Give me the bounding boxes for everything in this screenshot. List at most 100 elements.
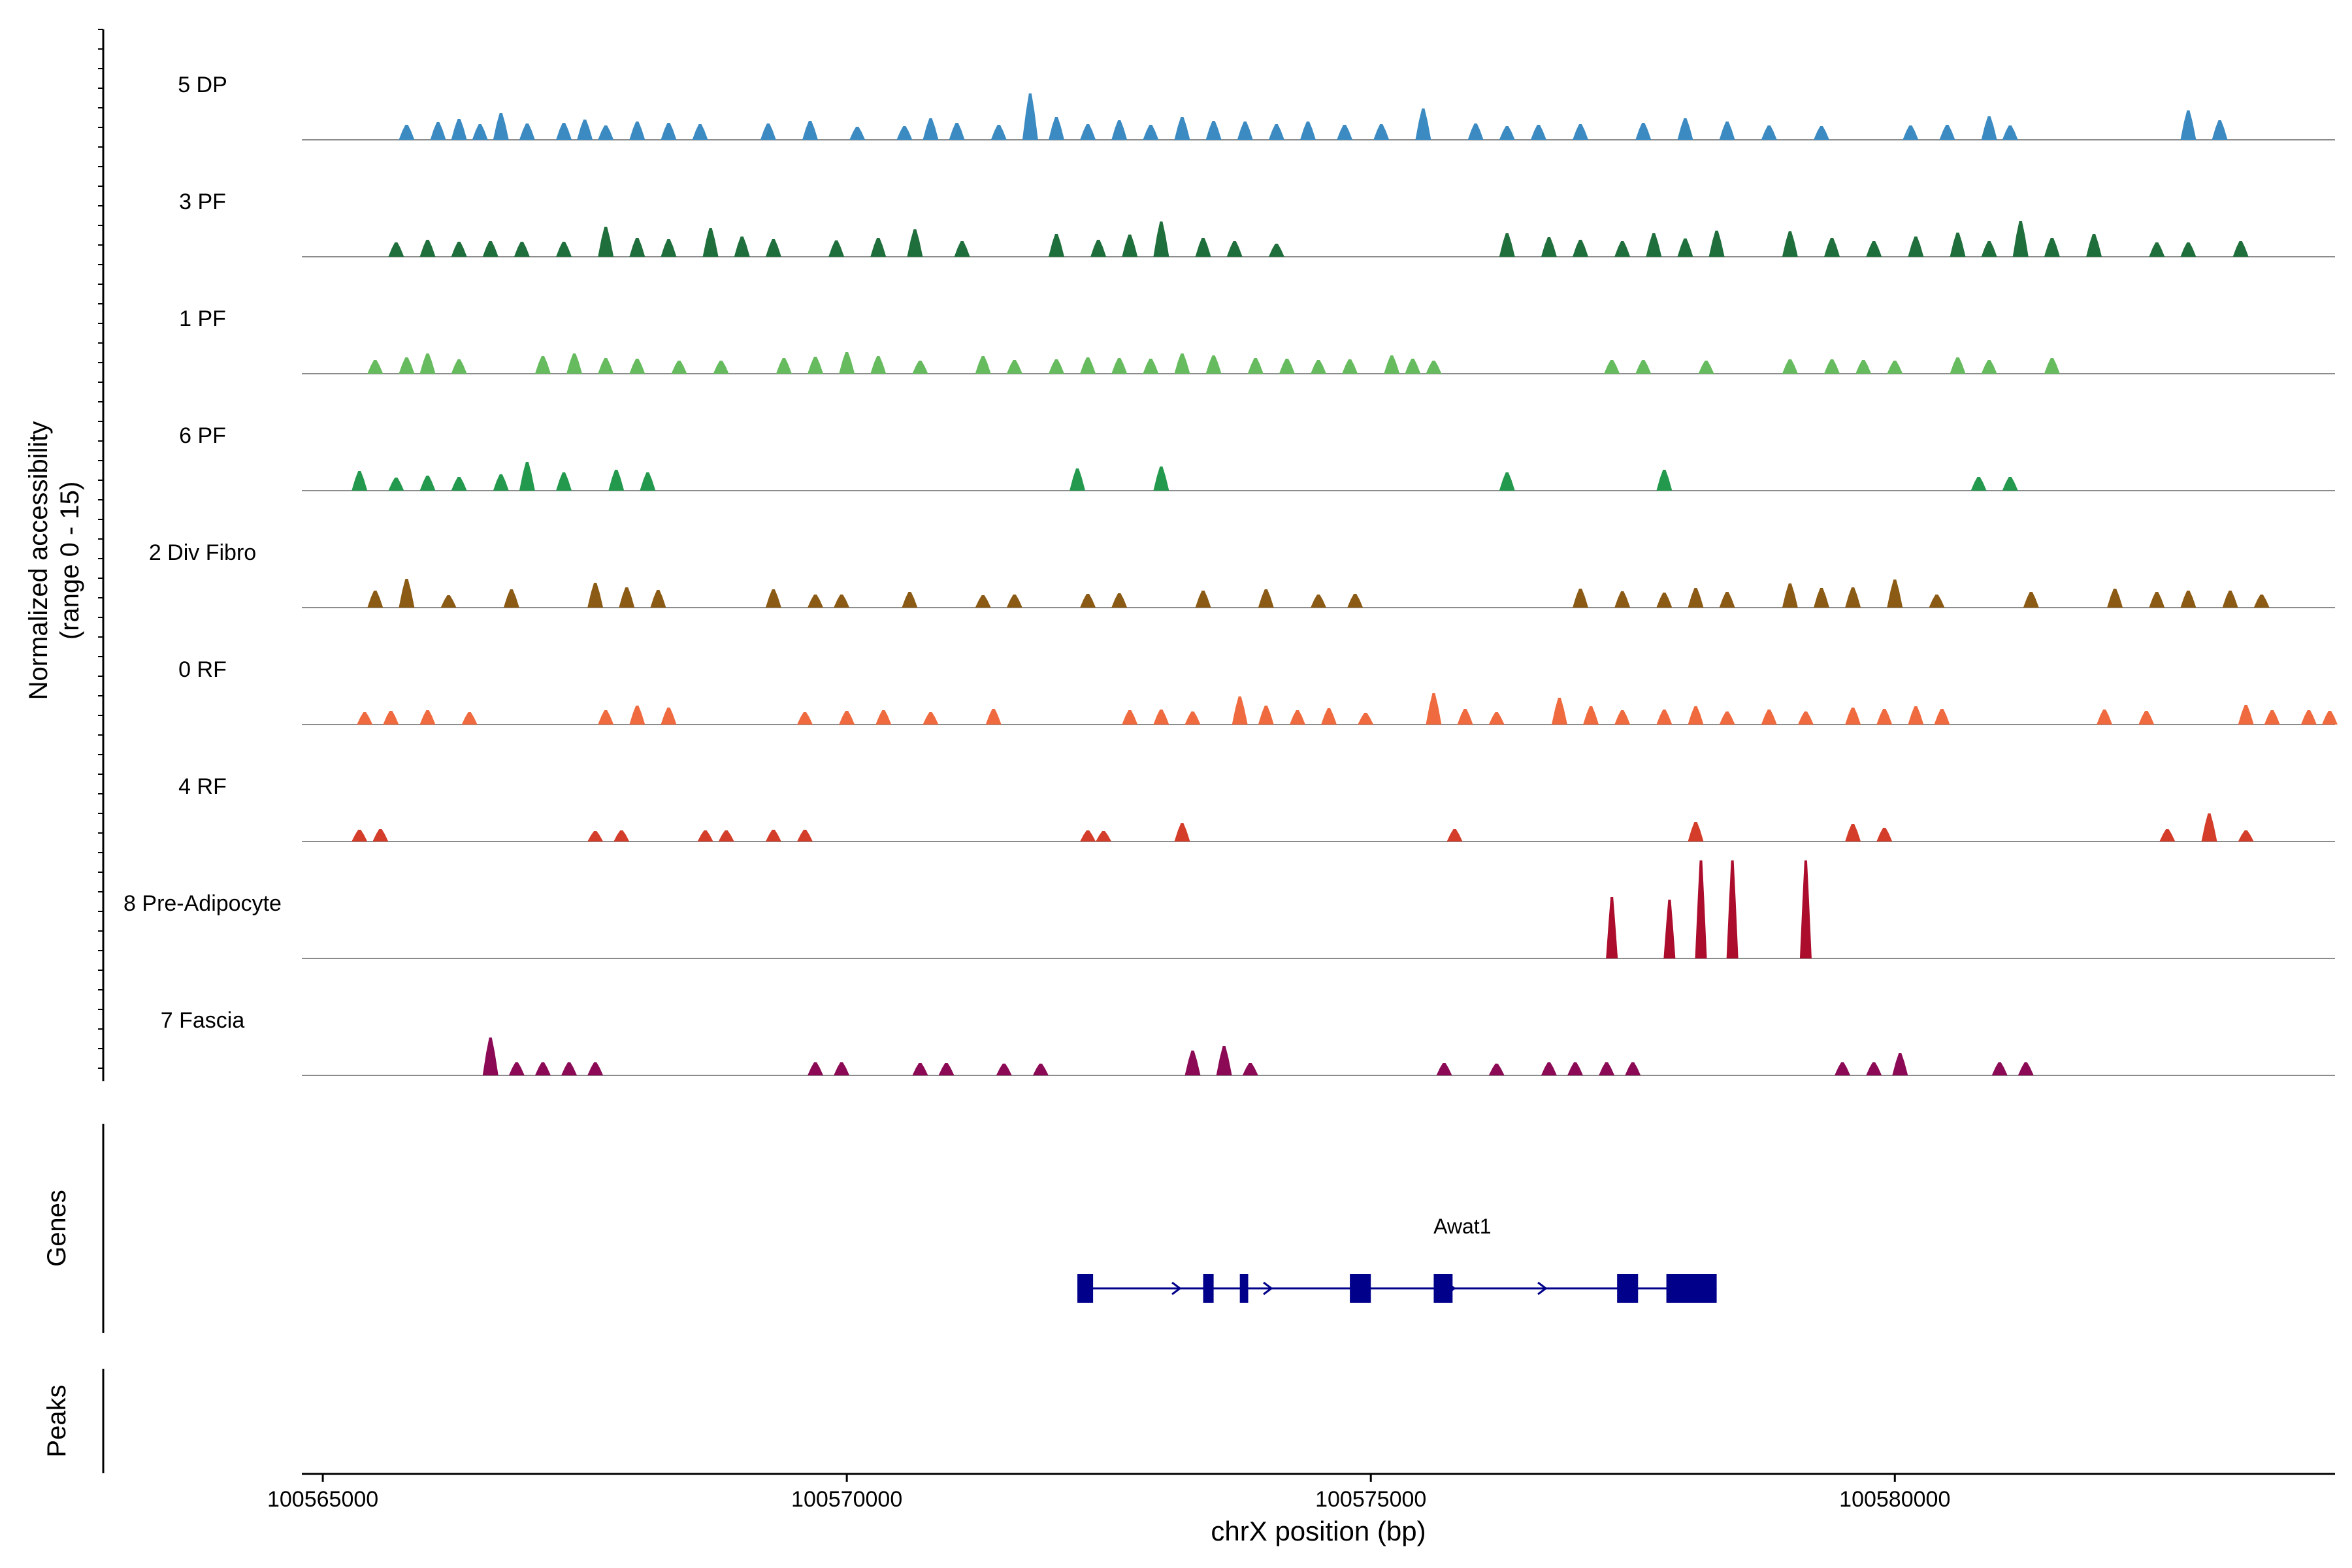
coverage-peak — [482, 1037, 498, 1075]
coverage-peak — [1813, 126, 1829, 140]
coverage-peak — [796, 712, 813, 725]
gene-exon — [1666, 1274, 1717, 1303]
coverage-peak — [440, 595, 457, 608]
coverage-peak — [1866, 241, 1882, 257]
coverage-peak — [2180, 591, 2197, 608]
coverage-peak — [587, 831, 604, 841]
coverage-peak — [1467, 123, 1484, 140]
coverage-peak — [451, 359, 467, 374]
coverage-peak — [508, 1062, 525, 1075]
track-6: 4 RF — [178, 774, 2335, 842]
coverage-peak — [990, 125, 1007, 140]
coverage-peak — [482, 241, 498, 257]
coverage-peak — [808, 1062, 824, 1075]
coverage-peak — [2023, 592, 2039, 608]
coverage-peak — [598, 227, 614, 257]
coverage-peak — [2300, 710, 2317, 725]
track-label: 3 PF — [179, 189, 226, 214]
coverage-peak — [1268, 244, 1284, 257]
coverage-peak — [1606, 897, 1618, 958]
coverage-peak — [1048, 359, 1064, 374]
coverage-peak — [1111, 593, 1128, 608]
coverage-peak — [388, 242, 404, 257]
coverage-peak — [2232, 241, 2249, 257]
coverage-peak — [1184, 711, 1201, 725]
coverage-peak — [870, 356, 887, 374]
coverage-peak — [1111, 358, 1128, 374]
coverage-peak — [1845, 824, 1861, 841]
coverage-peak — [2097, 710, 2113, 725]
coverage-peak — [1599, 1062, 1615, 1075]
coverage-peak — [1835, 1062, 1851, 1075]
coverage-peak — [1426, 361, 1442, 374]
coverage-peak — [1268, 124, 1284, 140]
coverage-peak — [1446, 829, 1463, 841]
gene-exon — [1203, 1274, 1214, 1303]
coverage-peak — [1195, 591, 1211, 608]
coverage-peak — [1122, 235, 1138, 257]
coverage-peak — [1457, 709, 1473, 725]
coverage-peak — [2044, 238, 2060, 257]
coverage-peak — [1698, 361, 1714, 374]
coverage-peak — [1279, 359, 1295, 374]
coverage-peak — [1321, 708, 1337, 725]
coverage-peak — [1635, 123, 1652, 140]
coverage-peak — [519, 123, 535, 140]
coverage-peak — [1719, 122, 1735, 140]
coverage-peak — [419, 353, 436, 374]
coverage-peak — [1934, 709, 1950, 725]
coverage-peak — [1143, 125, 1159, 140]
coverage-peak — [1726, 860, 1739, 958]
coverage-peak — [1855, 360, 1872, 374]
coverage-peak — [1358, 713, 1374, 725]
coverage-peak — [1436, 1063, 1452, 1075]
coverage-peak — [760, 123, 776, 140]
coverage-peak — [2253, 595, 2270, 608]
coverage-peak — [1635, 360, 1652, 374]
coverage-peak — [875, 710, 892, 725]
coverage-peak — [1782, 583, 1798, 608]
coverage-peak — [1289, 710, 1305, 725]
coverage-peak — [399, 357, 415, 374]
y-ticks — [98, 29, 103, 1069]
coverage-peak — [1426, 693, 1442, 725]
coverage-peak — [1080, 830, 1096, 841]
coverage-peak — [383, 711, 399, 725]
coverage-peak — [1499, 233, 1515, 257]
coverage-peak — [1892, 1053, 1908, 1075]
strand-arrow — [1263, 1281, 1273, 1296]
coverage-peak — [1237, 122, 1253, 140]
coverage-peak — [2107, 589, 2123, 608]
coverage-peak — [1625, 1062, 1641, 1075]
coverage-peak — [1070, 468, 1086, 491]
coverage-peak — [1824, 359, 1840, 374]
coverage-peak — [1048, 117, 1064, 140]
coverage-peak — [514, 242, 530, 257]
coverage-peak — [1216, 1046, 1232, 1075]
coverage-peak — [765, 589, 781, 608]
coverage-peak — [1048, 234, 1064, 257]
coverage-peak — [808, 357, 824, 374]
coverage-peak — [923, 118, 939, 140]
track-label: 0 RF — [178, 657, 227, 682]
coverage-peak — [629, 706, 645, 725]
track-label: 2 Div Fibro — [149, 540, 256, 565]
coverage-peak — [1174, 353, 1190, 374]
coverage-peak — [1080, 357, 1096, 374]
coverage-peak — [367, 591, 384, 608]
coverage-peak — [472, 124, 488, 140]
coverage-peak — [1499, 472, 1515, 491]
coverage-peak — [1311, 595, 1326, 608]
coverage-peak — [923, 712, 939, 725]
coverage-peak — [519, 462, 535, 491]
coverage-peak — [1205, 121, 1222, 140]
coverage-peak — [2002, 125, 2018, 140]
coverage-peak — [2238, 705, 2254, 725]
coverage-peak — [839, 352, 855, 374]
coverage-peak — [629, 122, 645, 140]
track-0: 5 DP — [178, 73, 2335, 140]
coverage-peak — [1583, 706, 1599, 725]
coverage-peak — [451, 242, 467, 257]
coverage-peak — [1908, 706, 1924, 725]
gene-label: Awat1 — [1433, 1215, 1491, 1238]
